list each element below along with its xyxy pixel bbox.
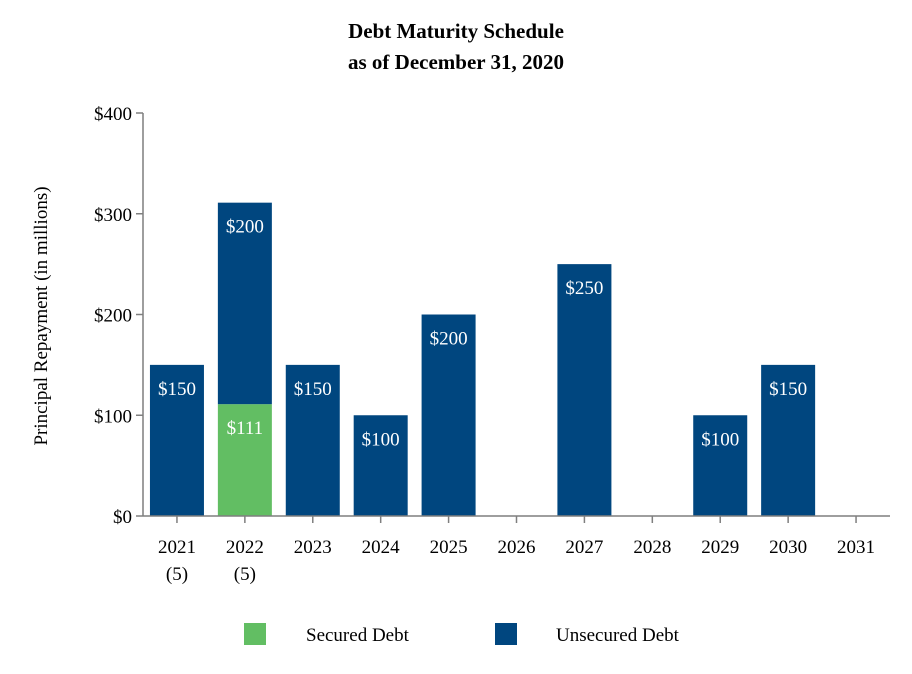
- bar-value-label: $100: [362, 429, 400, 450]
- legend-swatch: [244, 623, 266, 645]
- x-tick-label: 2029: [701, 537, 739, 558]
- bar-value-label: $150: [769, 379, 807, 400]
- bar-value-label: $150: [158, 379, 196, 400]
- y-axis-label: Principal Repayment (in millions): [31, 186, 52, 445]
- x-tick-label: 2031: [837, 537, 875, 558]
- chart-subtitle: as of December 31, 2020: [348, 50, 564, 74]
- bar: [693, 415, 748, 516]
- y-tick-label: $400: [94, 104, 132, 125]
- x-tick-label: 2030: [769, 537, 807, 558]
- y-axis: $0 $100 $200 $300 $400: [94, 104, 144, 528]
- legend-label: Secured Debt: [306, 625, 410, 646]
- bar-value-label: $100: [701, 429, 739, 450]
- bar-value-label: $150: [294, 379, 332, 400]
- bar: [761, 364, 816, 516]
- bar-value-label: $200: [430, 329, 468, 350]
- x-tick-label: 2023: [294, 537, 332, 558]
- bar: [285, 364, 340, 516]
- legend-label: Unsecured Debt: [556, 625, 680, 646]
- bar: [217, 404, 272, 516]
- bar: [149, 364, 204, 516]
- bar-value-label: $111: [227, 418, 264, 439]
- x-tick-label: 2027: [565, 537, 603, 558]
- x-tick-label: 2026: [498, 537, 536, 558]
- x-tick-label: 2024: [362, 537, 401, 558]
- bar-value-label: $200: [226, 217, 264, 238]
- x-tick-note: (5): [234, 564, 256, 585]
- bars: $150 $111 $200 $150 $100 $200 $250 $100 $150: [149, 202, 816, 516]
- bar-value-label: $250: [565, 278, 603, 299]
- y-tick-label: $100: [94, 406, 132, 427]
- bar: [217, 202, 272, 405]
- x-tick-label: 2025: [430, 537, 468, 558]
- y-tick-label: $300: [94, 205, 132, 226]
- x-tick-note: (5): [166, 564, 188, 585]
- legend-swatch: [495, 623, 517, 645]
- x-tick-label: 2022: [226, 537, 264, 558]
- x-tick-label: 2021: [158, 537, 196, 558]
- y-tick-label: $200: [94, 306, 132, 327]
- x-tick-label: 2028: [633, 537, 671, 558]
- legend: Secured Debt Unsecured Debt: [244, 623, 680, 646]
- y-tick-label: $0: [113, 507, 132, 528]
- bar: [353, 415, 408, 516]
- bar: [557, 264, 612, 516]
- bar: [421, 314, 476, 516]
- chart-title: Debt Maturity Schedule: [348, 19, 564, 43]
- x-axis: 2021 (5) 2022 (5) 2023 2024 2025 2026 2027 2028 20…: [143, 515, 890, 585]
